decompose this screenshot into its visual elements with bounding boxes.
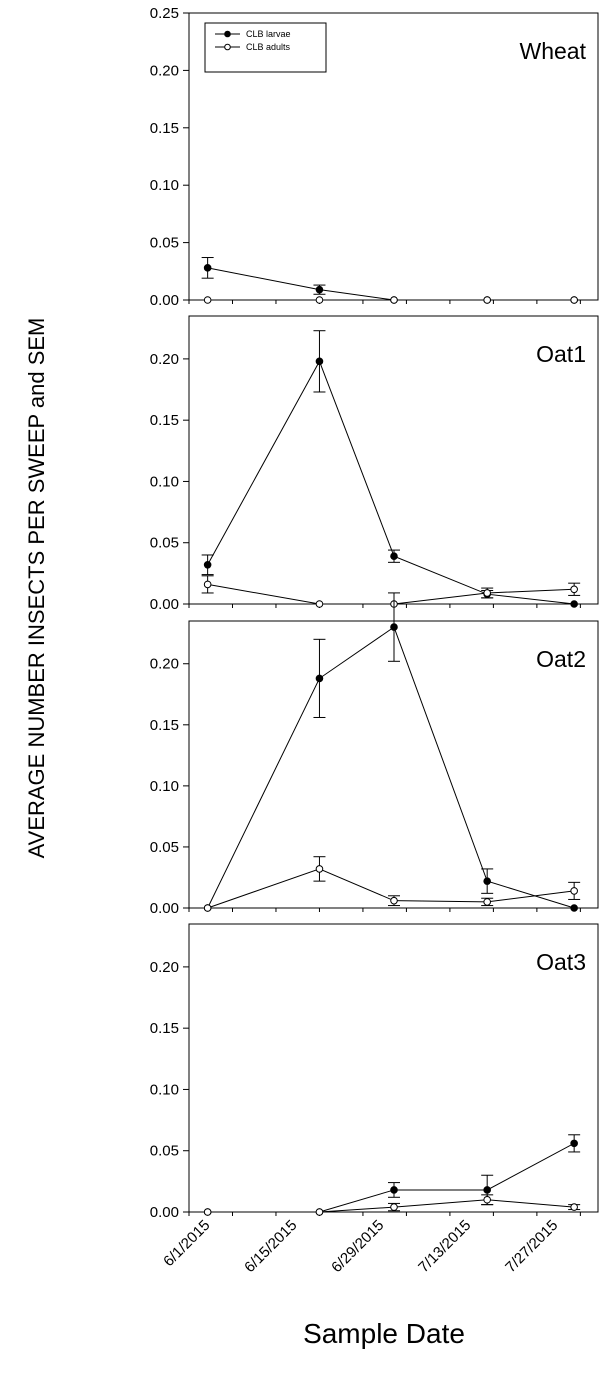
x-tick-label: 6/15/2015: [241, 1217, 300, 1276]
adults-point: [570, 1203, 578, 1211]
larvae-point: [570, 1139, 578, 1148]
adults-point: [390, 896, 398, 905]
larvae-point: [483, 1186, 491, 1194]
larvae-point: [315, 285, 324, 294]
series-larvae: [201, 330, 578, 608]
larvae-point: [390, 552, 398, 561]
y-tick-label: 0.00: [150, 900, 179, 917]
series-adults: [203, 1194, 581, 1216]
adults-point: [203, 1208, 212, 1216]
y-tick-label: 0.00: [150, 596, 179, 613]
series-line: [207, 360, 575, 605]
x-tick-label: 7/13/2015: [415, 1217, 474, 1276]
adults-point: [203, 904, 212, 912]
series-larvae: [201, 257, 578, 304]
adults-point: [570, 585, 578, 594]
y-tick-label: 0.15: [150, 412, 179, 429]
larvae-point: [315, 674, 324, 683]
y-tick-label: 0.15: [150, 120, 179, 137]
y-tick-label: 0.05: [150, 839, 179, 856]
legend-marker: [224, 43, 231, 51]
larvae-point: [570, 600, 578, 608]
adults-point: [315, 296, 324, 304]
y-axis-title: AVERAGE NUMBER INSECTS PER SWEEP and SEM: [24, 318, 49, 859]
series-line: [207, 626, 575, 909]
series-adults: [201, 575, 581, 608]
x-tick-label: 6/29/2015: [328, 1217, 387, 1276]
y-tick-label: 0.20: [150, 62, 179, 79]
legend-label: CLB adults: [246, 42, 291, 52]
legend: CLB larvae CLB adults: [204, 22, 327, 73]
adults-point: [483, 589, 491, 597]
series-line: [207, 583, 575, 605]
larvae-point: [390, 623, 398, 631]
panels: 0.00 0.05 0.10 0.15 0.20 0.25 Wheat 0.00 0.05 0.1…: [150, 5, 599, 1221]
larvae-point: [390, 1186, 398, 1194]
series-line: [207, 267, 575, 301]
adults-point: [483, 1195, 491, 1204]
x-tick-labels: 6/1/2015 6/15/2015 6/29/2015 7/13/2015 7/27/…: [160, 1217, 561, 1276]
y-tick-label: 0.00: [150, 1204, 179, 1221]
y-tick-label: 0.15: [150, 717, 179, 734]
y-tick-label: 0.00: [150, 292, 179, 309]
adults-point: [570, 887, 578, 895]
series-adults: [203, 296, 578, 304]
y-tick-label: 0.10: [150, 177, 179, 194]
adults-point: [315, 865, 324, 873]
x-tick-label: 7/27/2015: [502, 1217, 561, 1276]
series-adults: [203, 856, 581, 912]
panel-frame: [188, 923, 599, 1213]
y-tick-label: 0.05: [150, 1143, 179, 1160]
panel-title: Oat1: [536, 341, 586, 367]
x-tick-label: 6/1/2015: [160, 1217, 213, 1270]
x-axis-title: Sample Date: [303, 1318, 465, 1349]
adults-point: [483, 898, 491, 906]
legend-entry: CLB adults: [215, 42, 291, 52]
y-tick-label: 0.10: [150, 778, 179, 795]
y-tick-label: 0.15: [150, 1020, 179, 1037]
larvae-point: [203, 264, 212, 272]
panel-wheat: 0.00 0.05 0.10 0.15 0.20 0.25 Wheat: [150, 5, 599, 309]
adults-point: [315, 1208, 324, 1216]
y-tick-label: 0.20: [150, 351, 179, 368]
series-larvae: [203, 592, 578, 912]
panel-title: Oat3: [536, 949, 586, 975]
larvae-point: [203, 560, 212, 569]
adults-point: [390, 296, 398, 304]
legend-label: CLB larvae: [246, 29, 291, 39]
y-tick-label: 0.20: [150, 656, 179, 673]
y-tick-label: 0.10: [150, 1081, 179, 1098]
adults-point: [315, 600, 324, 608]
adults-point: [570, 296, 578, 304]
larvae-point: [570, 904, 578, 912]
panel-title: Oat2: [536, 646, 586, 672]
panel-title: Wheat: [520, 38, 587, 64]
adults-point: [390, 1203, 398, 1211]
larvae-point: [483, 877, 491, 885]
adults-point: [483, 296, 491, 304]
larvae-point: [315, 357, 324, 366]
y-tick-label: 0.05: [150, 235, 179, 252]
y-tick-label: 0.05: [150, 535, 179, 552]
legend-entry: CLB larvae: [215, 29, 291, 39]
adults-point: [203, 296, 212, 304]
panel-oat3: 0.00 0.05 0.10 0.15 0.20 Oat3: [150, 923, 599, 1221]
series-line: [207, 1142, 575, 1213]
legend-marker: [224, 30, 231, 38]
y-tick-label: 0.25: [150, 5, 179, 22]
panel-oat2: 0.00 0.05 0.10 0.15 0.20 Oat2: [150, 592, 599, 917]
y-tick-label: 0.20: [150, 959, 179, 976]
y-tick-label: 0.10: [150, 473, 179, 490]
panel-oat1: 0.00 0.05 0.10 0.15 0.20 Oat1: [150, 315, 599, 613]
adults-point: [203, 580, 212, 589]
